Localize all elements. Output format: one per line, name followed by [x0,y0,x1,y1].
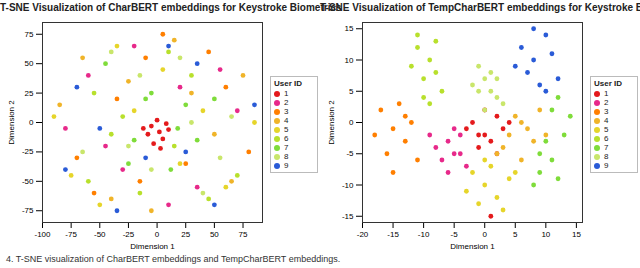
svg-text:0: 0 [482,230,487,239]
html-text:User ID: User ID [594,79,622,88]
svg-text:0: 0 [29,118,34,127]
svg-text:-10: -10 [418,230,430,239]
html-text:User ID: User ID [274,79,302,88]
html-text:7: 7 [284,143,289,152]
svg-text:50: 50 [25,59,34,68]
svg-text:-25: -25 [22,147,34,156]
svg-text:-5: -5 [346,149,354,158]
svg-text:50: 50 [210,230,219,239]
html-text:1: 1 [284,89,289,98]
svg-text:75: 75 [239,230,248,239]
html-text:3: 3 [604,107,609,116]
svg-text:-75: -75 [22,206,34,215]
svg-text:0: 0 [155,230,160,239]
svg-text:10: 10 [541,230,550,239]
html-text:9: 9 [604,161,609,170]
html-text:2: 2 [284,98,289,107]
svg-text:-5: -5 [451,230,459,239]
svg-text:0: 0 [349,118,354,127]
svg-text:Dimension 2: Dimension 2 [7,100,16,145]
svg-text:25: 25 [25,89,34,98]
html-text:4: 4 [284,116,289,125]
html-text:8: 8 [604,152,609,161]
svg-text:15: 15 [345,24,354,33]
html-text:5: 5 [284,125,289,134]
svg-text:75: 75 [25,30,34,39]
svg-text:10: 10 [345,56,354,65]
html-text:4. T-SNE visualization of Char: 4. T-SNE visualization of CharBERT embed… [6,254,341,264]
svg-text:25: 25 [181,230,190,239]
svg-text:Dimension 1: Dimension 1 [450,242,495,251]
html-text:7: 7 [604,143,609,152]
svg-text:-15: -15 [342,212,354,221]
html-text:6: 6 [604,134,609,143]
html-text:6: 6 [284,134,289,143]
svg-text:-100: -100 [34,230,51,239]
svg-text:-50: -50 [94,230,106,239]
svg-text:-50: -50 [22,177,34,186]
html-text:3: 3 [284,107,289,116]
svg-text:-20: -20 [357,230,369,239]
svg-text:-75: -75 [65,230,77,239]
svg-text:-25: -25 [123,230,135,239]
html-text:1: 1 [604,89,609,98]
html-text:4: 4 [604,116,609,125]
svg-text:5: 5 [513,230,518,239]
svg-text:-15: -15 [387,230,399,239]
svg-text:5: 5 [349,87,354,96]
svg-text:15: 15 [572,230,581,239]
html-text:8: 8 [284,152,289,161]
html-text:T-SNE Visualization of CharBER: T-SNE Visualization of CharBERT embeddin… [0,2,342,13]
svg-text:Dimension 2: Dimension 2 [327,100,336,145]
html-text:5: 5 [604,125,609,134]
html-text:2: 2 [604,98,609,107]
svg-text:Dimension 1: Dimension 1 [130,242,175,251]
html-text:9: 9 [284,161,289,170]
svg-text:-10: -10 [342,181,354,190]
